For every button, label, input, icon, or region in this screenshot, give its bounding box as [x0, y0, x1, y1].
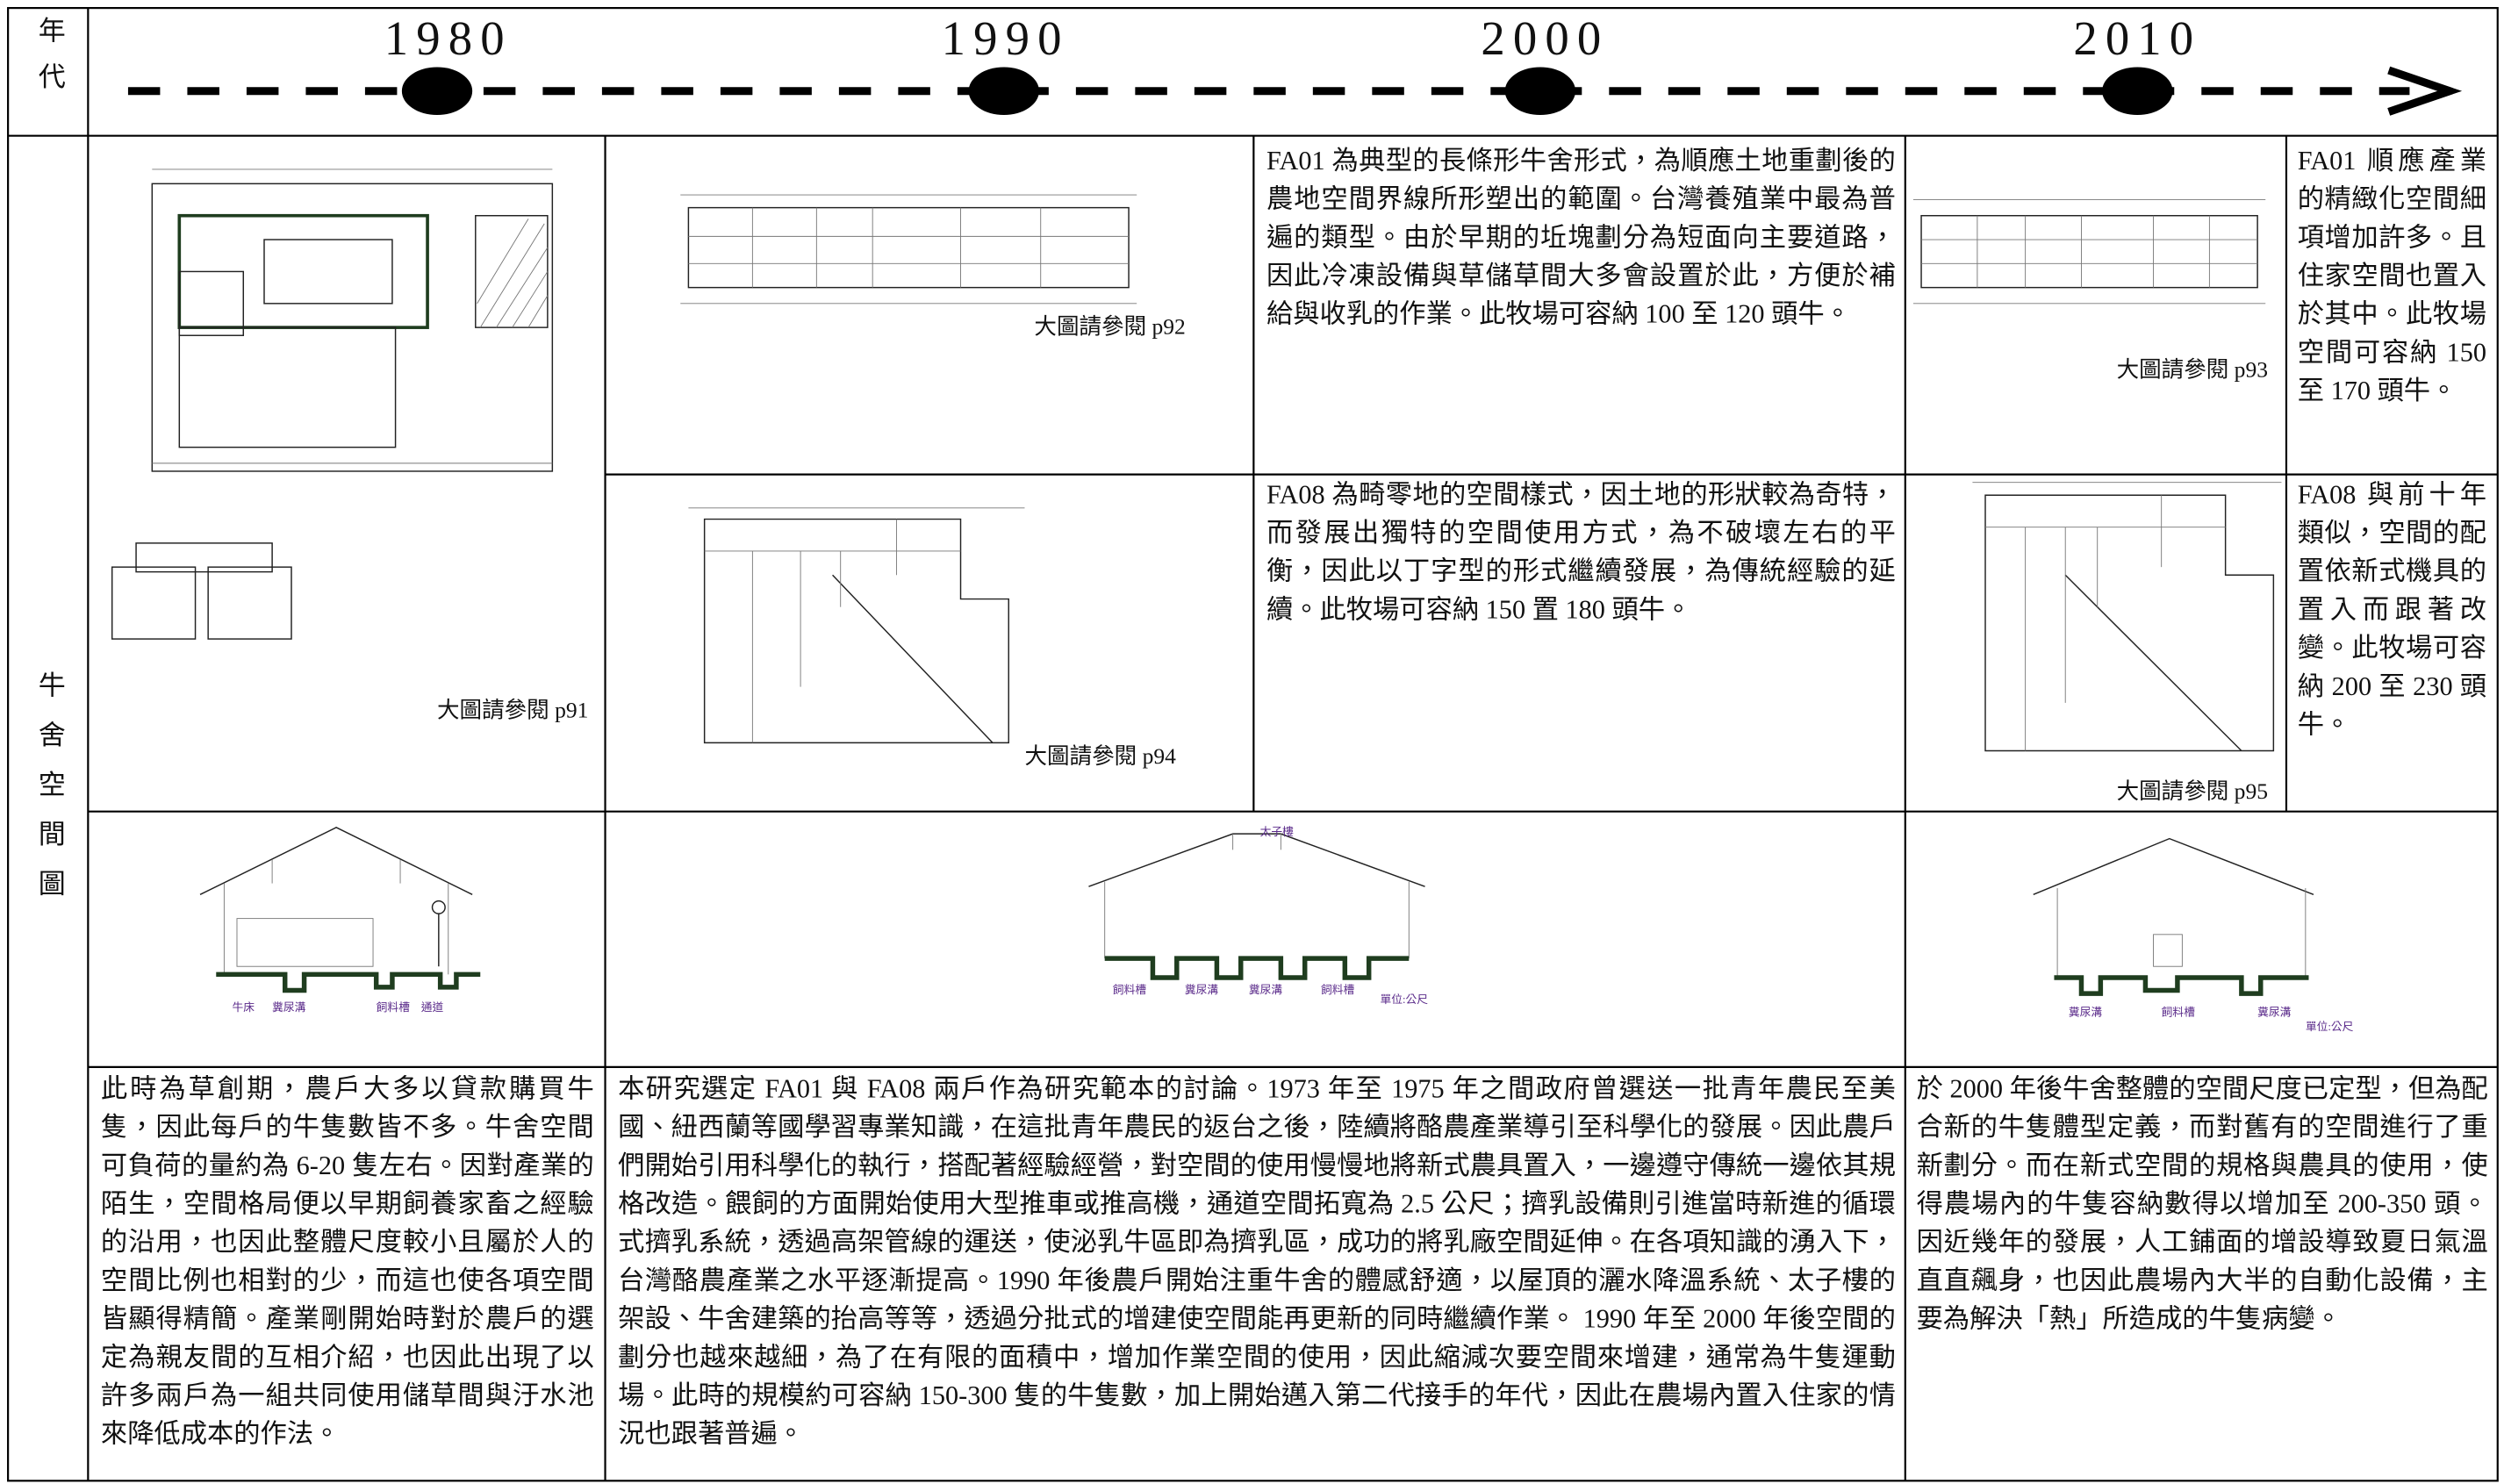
section-label: 糞尿溝: [1249, 984, 1283, 996]
plan-caption: 大圖請參閱 p93: [2116, 359, 2268, 384]
plan-drawing-fa01-1990: [680, 194, 1137, 305]
timeline: [127, 66, 2463, 116]
plan-caption: 大圖請參閱 p92: [1034, 316, 1186, 341]
section-label: 糞尿溝: [272, 1001, 306, 1014]
description: FA08 為畸零地的空間樣式，因土地的形狀較為奇特，而發展出獨特的空間使用方式，…: [1266, 479, 1896, 625]
era-label: 年代: [33, 16, 64, 109]
section-label: 飼料槽: [2162, 1007, 2196, 1019]
section-label: 飼料槽: [377, 1001, 411, 1014]
period-text: 此時為草創期，農戶大多以貸款購買牛隻，因此每戶的牛隻數皆不多。牛舍空間可負荷的量…: [100, 1073, 594, 1449]
section-drawing-1990: 太子樓 飼料槽 糞尿溝 糞尿溝 飼料槽 單位:公尺: [1088, 826, 1428, 1006]
plan-drawing-1980: [111, 168, 554, 640]
section-label: 糞尿溝: [2069, 1007, 2103, 1019]
year-label: 2000: [1481, 12, 1610, 66]
section-label: 單位:公尺: [2306, 1021, 2354, 1033]
section-label: 糞尿溝: [1185, 984, 1219, 996]
plan-drawing-fa08-2010: [1972, 482, 2282, 752]
section-label: 飼料槽: [1321, 984, 1355, 996]
section-label: 牛床: [233, 1001, 255, 1014]
section-label: 單位:公尺: [1380, 993, 1428, 1006]
section-label: 太子樓: [1260, 826, 1295, 838]
plan-drawing-fa08-1990: [688, 507, 1025, 744]
description: FA08 與前十年類似，空間的配置依新式機具的置入而跟著改變。此牧場可容納 20…: [2297, 479, 2486, 740]
side-label: 牛舍空間圖: [33, 670, 64, 919]
plan-caption: 大圖請參閱 p94: [1024, 746, 1176, 771]
section-label: 糞尿溝: [2257, 1007, 2292, 1019]
year-label: 1990: [941, 12, 1070, 66]
description: FA01 為典型的長條形牛舍形式，為順應土地重劃後的農地空間界線所形塑出的範圍。…: [1266, 145, 1896, 329]
year-label: 2010: [2073, 12, 2202, 66]
plan-caption: 大圖請參閱 p95: [2116, 781, 2268, 806]
plan-drawing-fa01-2010: [1912, 199, 2266, 305]
period-text: 本研究選定 FA01 與 FA08 兩戶作為研究範本的討論。1973 年至 19…: [618, 1073, 1896, 1449]
section-drawing-2010: 糞尿溝 飼料槽 糞尿溝 單位:公尺: [2033, 837, 2354, 1033]
period-text: 於 2000 年後牛舍整體的空間尺度已定型，但為配合新的牛隻體型定義，而對舊有的…: [1916, 1073, 2488, 1334]
section-label: 通道: [421, 1001, 444, 1014]
section-drawing-1980: 牛床 糞尿溝 飼料槽 通道: [199, 827, 481, 1014]
year-label: 1980: [384, 12, 513, 66]
section-label: 飼料槽: [1113, 984, 1147, 996]
plan-caption: 大圖請參閱 p91: [437, 699, 589, 724]
description: FA01 順應產業的精緻化空間細項增加許多。且住家空間也置入於其中。此牧場空間可…: [2297, 145, 2486, 406]
